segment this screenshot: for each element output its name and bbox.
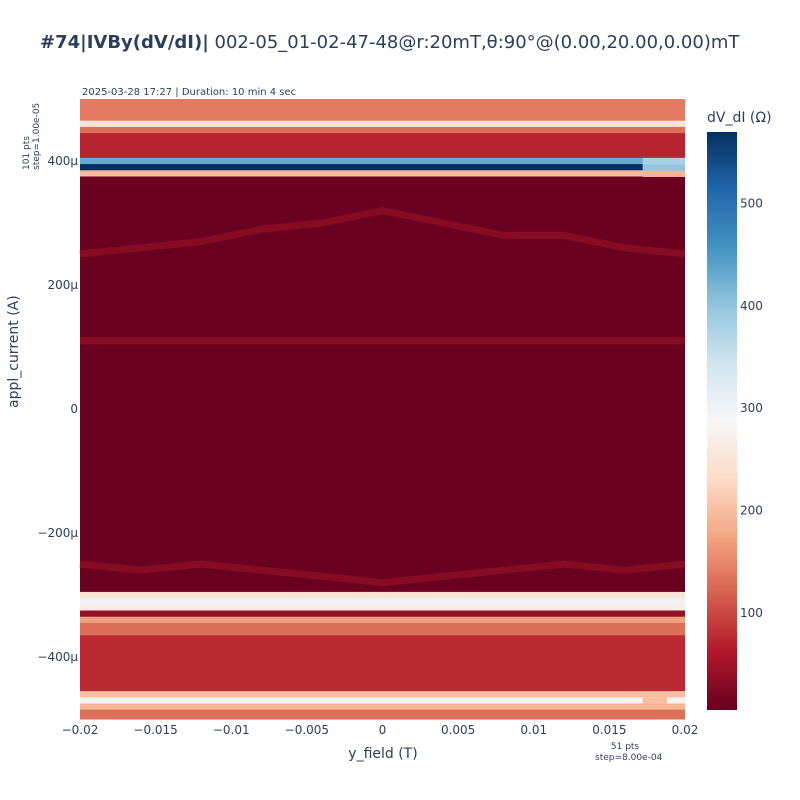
x-points-step: step=8.00e-04	[595, 753, 663, 763]
colorbar-tick-label: 200	[740, 504, 763, 518]
x-tick-label: 0.02	[672, 723, 699, 737]
x-tick-label: 0.005	[441, 723, 475, 737]
colorbar-tick-label: 100	[740, 606, 763, 620]
heatmap-band	[80, 133, 685, 159]
x-points-annotation: 51 pts step=8.00e-04	[595, 742, 663, 764]
y-tick-label: 400μ	[47, 154, 78, 168]
heatmap-band	[80, 635, 685, 692]
heatmap-band	[80, 709, 685, 720]
x-tick-label: −0.005	[285, 723, 329, 737]
heatmap-band	[80, 157, 685, 165]
heatmap-band	[80, 691, 685, 698]
y-tick-label: 200μ	[47, 278, 78, 292]
x-tick-label: −0.015	[133, 723, 177, 737]
title-rest-part: 002-05_01-02-47-48@r:20mT,θ:90°@(0.00,20…	[208, 32, 740, 53]
y-tick-label: 0	[70, 402, 78, 416]
title-bold-part: #74|IVBy(dV/dI)|	[40, 32, 209, 53]
heatmap-cell	[642, 697, 667, 704]
plot-edge-mask	[685, 89, 705, 729]
colorbar-gradient	[707, 132, 737, 710]
x-tick-label: −0.02	[62, 723, 99, 737]
x-tick-label: 0.015	[592, 723, 626, 737]
heatmap-band	[80, 591, 685, 599]
x-points-count: 51 pts	[610, 742, 640, 752]
y-tick-label: −400μ	[37, 650, 78, 664]
chart-title: #74|IVBy(dV/dI)| 002-05_01-02-47-48@r:20…	[40, 32, 739, 53]
colorbar-tick-label: 300	[740, 401, 763, 415]
heatmap-band	[80, 598, 685, 605]
heatmap-band	[80, 697, 685, 704]
heatmap-band	[80, 120, 685, 128]
heatmap-cell	[642, 164, 685, 171]
heatmap-band	[80, 164, 685, 171]
heatmap-band	[80, 610, 685, 618]
heatmap-band	[80, 126, 685, 134]
switching-ridge-line	[79, 207, 686, 258]
timestamp-annotation: 2025-03-28 17:27 | Duration: 10 min 4 se…	[82, 87, 297, 98]
heatmap-cell	[642, 157, 685, 165]
x-tick-label: 0	[379, 723, 387, 737]
colorbar-tick-label: 500	[740, 197, 763, 211]
heatmap-band	[80, 604, 685, 611]
heatmap-band	[80, 703, 685, 711]
colorbar-title: dV_dI (Ω)	[707, 110, 772, 126]
heatmap-band	[80, 622, 685, 636]
heatmap-band	[80, 616, 685, 624]
x-tick-label: 0.01	[520, 723, 547, 737]
heatmap-cell	[642, 170, 685, 177]
heatmap-band	[80, 170, 685, 177]
heatmap-band	[80, 99, 685, 122]
colorbar-tick-label: 400	[740, 299, 763, 313]
y-tick-label: −200μ	[37, 526, 78, 540]
switching-ridge-line	[79, 560, 686, 587]
x-axis-label: y_field (T)	[348, 746, 418, 762]
x-tick-label: −0.01	[213, 723, 250, 737]
